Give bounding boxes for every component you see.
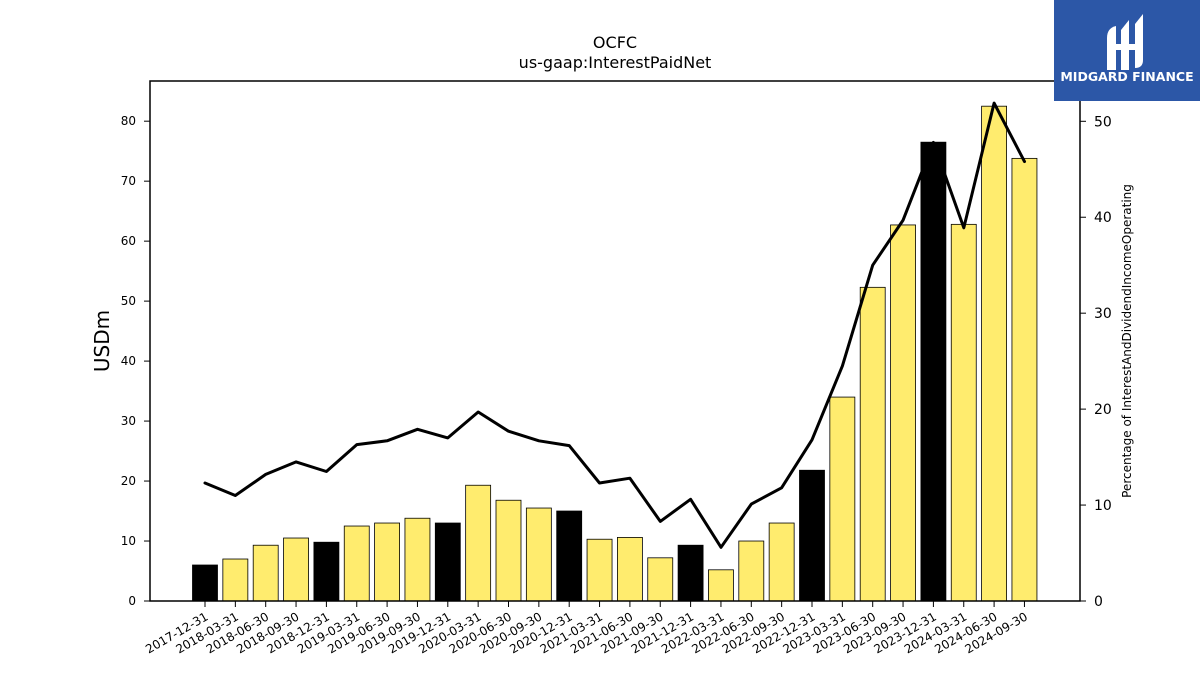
plot-frame [149,80,1081,602]
bar [708,569,734,602]
y-tick-label: 10 [121,534,136,548]
bar [677,544,704,602]
bar [890,224,916,602]
bars-layer [192,105,1038,602]
bar [465,484,492,602]
right-axis: 0 10 20 30 40 50 [1080,114,1112,610]
y-tick-label: 80 [121,114,136,128]
series-line [203,101,1026,549]
bar [738,540,765,602]
bar [647,557,674,602]
logo: MIDGARD FINANCE [1054,0,1200,101]
y-tick-label-right: 20 [1094,402,1112,418]
y-tick-label-right: 30 [1094,306,1112,322]
y-axis-label-right: Percentage of InterestAndDividendIncomeO… [1120,184,1134,498]
y-tick-label: 30 [121,414,136,428]
logo-text: MIDGARD FINANCE [1060,69,1193,84]
bar [556,510,583,602]
y-tick-label: 60 [121,234,136,248]
bar [981,105,1007,602]
bar [495,499,522,602]
left-axis: 0 10 20 30 40 50 60 70 80 [121,114,150,608]
y-tick-label: 20 [121,474,136,488]
y-tick-label: 0 [128,594,136,608]
bar [1011,157,1038,602]
bar [192,564,218,602]
y-tick-label: 50 [121,294,136,308]
bar [768,522,795,602]
bar [434,522,461,602]
bar [343,525,370,602]
bar [283,537,309,602]
y-tick-label-right: 50 [1094,114,1112,130]
bar [525,507,552,602]
bar [617,537,643,602]
midgard-logo-icon [1107,14,1143,70]
y-tick-label-right: 0 [1094,594,1103,610]
bar [374,522,401,602]
y-tick-label-right: 10 [1094,498,1112,514]
bar [829,396,856,602]
bar [252,544,279,602]
chart-subtitle: us-gaap:InterestPaidNet [519,53,712,72]
chart-title: OCFC [593,33,637,52]
bar [586,538,613,602]
bar [799,469,825,602]
bar [920,141,947,602]
y-axis-label: USDm [90,310,114,372]
line-layer [203,101,1026,549]
x-axis: 2017-12-312018-03-312018-06-302018-09-30… [143,601,1030,656]
y-tick-label: 70 [121,174,136,188]
y-tick-label: 40 [121,354,136,368]
bar [950,223,977,602]
y-tick-label-right: 40 [1094,210,1112,226]
bar [859,286,886,602]
bar [313,541,340,602]
bar [222,558,249,602]
bar [404,517,431,602]
